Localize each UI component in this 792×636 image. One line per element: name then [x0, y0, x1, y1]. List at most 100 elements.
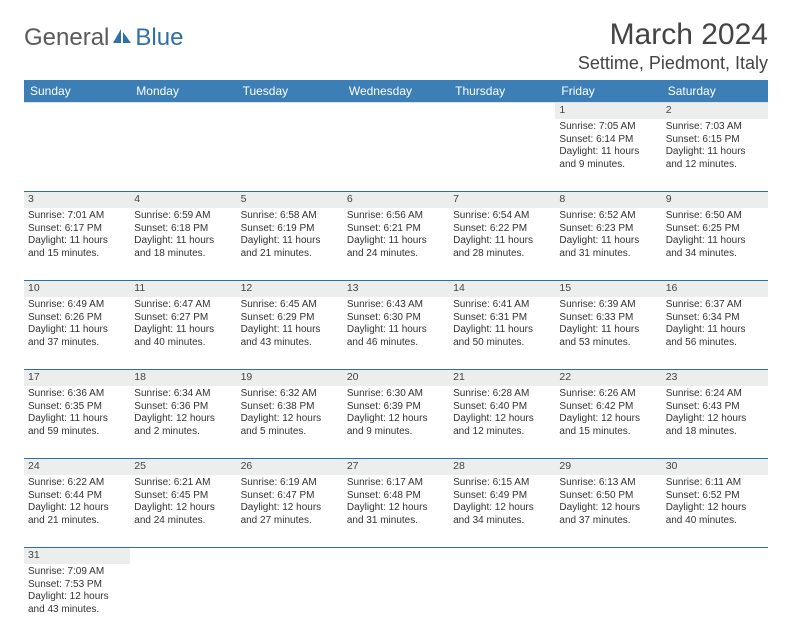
daylight-text-2: and 34 minutes.: [666, 248, 764, 261]
day-content-cell: [555, 564, 661, 636]
day-number-cell: [237, 548, 343, 565]
content-row: Sunrise: 6:49 AMSunset: 6:26 PMDaylight:…: [24, 297, 768, 370]
sunset-text: Sunset: 6:40 PM: [453, 401, 551, 414]
daylight-text-1: Daylight: 12 hours: [559, 502, 657, 515]
day-number-cell: 29: [555, 459, 661, 476]
daylight-text-2: and 15 minutes.: [28, 248, 126, 261]
day-content-cell: Sunrise: 6:52 AMSunset: 6:23 PMDaylight:…: [555, 208, 661, 281]
sunrise-text: Sunrise: 7:03 AM: [666, 121, 764, 134]
day-number-cell: [449, 103, 555, 120]
sunset-text: Sunset: 6:22 PM: [453, 223, 551, 236]
sunset-text: Sunset: 6:14 PM: [559, 134, 657, 147]
sunset-text: Sunset: 6:23 PM: [559, 223, 657, 236]
sunset-text: Sunset: 6:27 PM: [134, 312, 232, 325]
sunrise-text: Sunrise: 6:37 AM: [666, 299, 764, 312]
sunset-text: Sunset: 6:45 PM: [134, 490, 232, 503]
daylight-text-1: Daylight: 11 hours: [559, 146, 657, 159]
sunset-text: Sunset: 6:30 PM: [347, 312, 445, 325]
daylight-text-1: Daylight: 12 hours: [666, 502, 764, 515]
daylight-text-2: and 43 minutes.: [241, 337, 339, 350]
weekday-header: Sunday: [24, 80, 130, 103]
sail-icon: [111, 27, 133, 45]
day-content-cell: Sunrise: 6:32 AMSunset: 6:38 PMDaylight:…: [237, 386, 343, 459]
sunrise-text: Sunrise: 6:36 AM: [28, 388, 126, 401]
day-content-cell: Sunrise: 6:50 AMSunset: 6:25 PMDaylight:…: [662, 208, 768, 281]
sunset-text: Sunset: 6:49 PM: [453, 490, 551, 503]
day-number-cell: 17: [24, 370, 130, 387]
day-number-cell: 27: [343, 459, 449, 476]
month-title: March 2024: [578, 18, 768, 51]
sunrise-text: Sunrise: 6:54 AM: [453, 210, 551, 223]
sunset-text: Sunset: 7:53 PM: [28, 579, 126, 592]
day-content-cell: Sunrise: 6:30 AMSunset: 6:39 PMDaylight:…: [343, 386, 449, 459]
daylight-text-2: and 46 minutes.: [347, 337, 445, 350]
day-number-cell: 9: [662, 192, 768, 209]
sunset-text: Sunset: 6:42 PM: [559, 401, 657, 414]
sunrise-text: Sunrise: 6:24 AM: [666, 388, 764, 401]
day-number-cell: 12: [237, 281, 343, 298]
weekday-header: Tuesday: [237, 80, 343, 103]
day-number-cell: 23: [662, 370, 768, 387]
daylight-text-2: and 15 minutes.: [559, 426, 657, 439]
sunrise-text: Sunrise: 7:05 AM: [559, 121, 657, 134]
sunset-text: Sunset: 6:33 PM: [559, 312, 657, 325]
daylight-text-1: Daylight: 12 hours: [347, 413, 445, 426]
daynum-row: 17181920212223: [24, 370, 768, 387]
daylight-text-1: Daylight: 12 hours: [241, 413, 339, 426]
daylight-text-1: Daylight: 11 hours: [666, 324, 764, 337]
sunrise-text: Sunrise: 6:34 AM: [134, 388, 232, 401]
daylight-text-2: and 12 minutes.: [453, 426, 551, 439]
daylight-text-2: and 40 minutes.: [134, 337, 232, 350]
sunrise-text: Sunrise: 6:11 AM: [666, 477, 764, 490]
daylight-text-1: Daylight: 11 hours: [241, 324, 339, 337]
sunrise-text: Sunrise: 6:45 AM: [241, 299, 339, 312]
day-number-cell: 8: [555, 192, 661, 209]
day-content-cell: Sunrise: 6:22 AMSunset: 6:44 PMDaylight:…: [24, 475, 130, 548]
daylight-text-1: Daylight: 11 hours: [453, 324, 551, 337]
daylight-text-1: Daylight: 12 hours: [666, 413, 764, 426]
sunset-text: Sunset: 6:39 PM: [347, 401, 445, 414]
day-number-cell: 11: [130, 281, 236, 298]
weekday-header: Thursday: [449, 80, 555, 103]
daylight-text-1: Daylight: 11 hours: [666, 146, 764, 159]
header-bar: General Blue March 2024 Settime, Piedmon…: [24, 18, 768, 74]
sunrise-text: Sunrise: 6:17 AM: [347, 477, 445, 490]
weekday-header: Saturday: [662, 80, 768, 103]
day-content-cell: Sunrise: 6:36 AMSunset: 6:35 PMDaylight:…: [24, 386, 130, 459]
day-content-cell: Sunrise: 6:59 AMSunset: 6:18 PMDaylight:…: [130, 208, 236, 281]
day-number-cell: 21: [449, 370, 555, 387]
sunset-text: Sunset: 6:25 PM: [666, 223, 764, 236]
day-content-cell: [343, 119, 449, 192]
daylight-text-2: and 27 minutes.: [241, 515, 339, 528]
day-number-cell: 3: [24, 192, 130, 209]
sunrise-text: Sunrise: 6:32 AM: [241, 388, 339, 401]
day-number-cell: [343, 548, 449, 565]
daylight-text-1: Daylight: 11 hours: [241, 235, 339, 248]
sunrise-text: Sunrise: 6:22 AM: [28, 477, 126, 490]
day-number-cell: 28: [449, 459, 555, 476]
sunset-text: Sunset: 6:21 PM: [347, 223, 445, 236]
day-content-cell: Sunrise: 6:37 AMSunset: 6:34 PMDaylight:…: [662, 297, 768, 370]
daylight-text-2: and 21 minutes.: [241, 248, 339, 261]
day-content-cell: Sunrise: 6:13 AMSunset: 6:50 PMDaylight:…: [555, 475, 661, 548]
daylight-text-2: and 40 minutes.: [666, 515, 764, 528]
daylight-text-1: Daylight: 11 hours: [347, 324, 445, 337]
day-number-cell: 22: [555, 370, 661, 387]
day-number-cell: 6: [343, 192, 449, 209]
day-content-cell: Sunrise: 7:03 AMSunset: 6:15 PMDaylight:…: [662, 119, 768, 192]
daylight-text-1: Daylight: 12 hours: [453, 502, 551, 515]
sunset-text: Sunset: 6:29 PM: [241, 312, 339, 325]
sunrise-text: Sunrise: 7:09 AM: [28, 566, 126, 579]
sunset-text: Sunset: 6:31 PM: [453, 312, 551, 325]
location: Settime, Piedmont, Italy: [578, 53, 768, 74]
content-row: Sunrise: 7:01 AMSunset: 6:17 PMDaylight:…: [24, 208, 768, 281]
day-number-cell: [130, 103, 236, 120]
sunset-text: Sunset: 6:52 PM: [666, 490, 764, 503]
daynum-row: 31: [24, 548, 768, 565]
sunrise-text: Sunrise: 6:39 AM: [559, 299, 657, 312]
sunset-text: Sunset: 6:15 PM: [666, 134, 764, 147]
day-number-cell: 16: [662, 281, 768, 298]
daylight-text-2: and 12 minutes.: [666, 159, 764, 172]
daylight-text-1: Daylight: 12 hours: [453, 413, 551, 426]
sunrise-text: Sunrise: 6:30 AM: [347, 388, 445, 401]
